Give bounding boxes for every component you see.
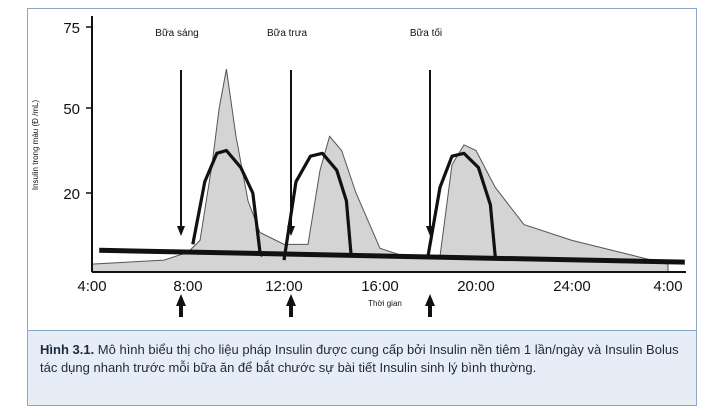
bolus-insulin-curve-1 — [191, 148, 264, 258]
meal-arrow-head — [426, 226, 434, 236]
figure-caption: Hình 3.1. Mô hình biểu thị cho liệu pháp… — [27, 330, 697, 406]
axes-layer — [91, 16, 686, 273]
injection-arrow-head — [176, 294, 186, 306]
x-tick-label: 12:00 — [265, 278, 303, 295]
injection-arrow-head — [286, 294, 296, 306]
x-tick-label: 20:00 — [457, 278, 495, 295]
ticks-layer: 75 50 20 4:00 8:00 12:00 16:00 20:00 24:00 4:00 — [63, 20, 682, 295]
x-tick-label: 8:00 — [173, 278, 202, 295]
meal-arrow-head — [177, 226, 185, 236]
x-tick-label: 4:00 — [77, 278, 106, 295]
injection-arrow-shaft — [179, 305, 183, 317]
meal-label: Bữa tối — [410, 27, 442, 39]
bolus-insulin-curve-2 — [282, 151, 353, 261]
injection-arrow-shaft — [289, 305, 293, 317]
x-tick-label: 4:00 — [653, 278, 682, 295]
y-tick-label: 50 — [63, 101, 80, 118]
x-axis-label: Thời gian — [368, 299, 402, 308]
caption-label: Hình 3.1. — [40, 342, 95, 357]
insulin-area-series — [91, 69, 669, 273]
y-tick-label: 20 — [63, 186, 80, 203]
area-layer — [91, 69, 669, 273]
x-tick-label: 16:00 — [361, 278, 399, 295]
basal-insulin-line — [99, 247, 685, 265]
meal-layer: Bữa sáng Bữa trưa Bữa tối — [155, 27, 442, 317]
y-tick-label: 75 — [63, 20, 80, 37]
injection-arrow-shaft — [428, 305, 432, 317]
meal-label: Bữa trưa — [267, 28, 308, 39]
x-tick-label: 24:00 — [553, 278, 591, 295]
insulin-chart: 75 50 20 4:00 8:00 12:00 16:00 20:00 24:00 4:00 B… — [31, 16, 686, 317]
meal-label: Bữa sáng — [155, 28, 198, 39]
y-axis-label: Insulin trong máu (Đ /mL) — [31, 100, 40, 191]
line-layer — [99, 148, 685, 265]
injection-arrow-head — [425, 294, 435, 306]
caption-text: Mô hình biểu thị cho liệu pháp Insulin đ… — [40, 342, 679, 375]
bolus-insulin-curve-3 — [426, 151, 497, 257]
meal-arrow-head — [287, 226, 295, 236]
